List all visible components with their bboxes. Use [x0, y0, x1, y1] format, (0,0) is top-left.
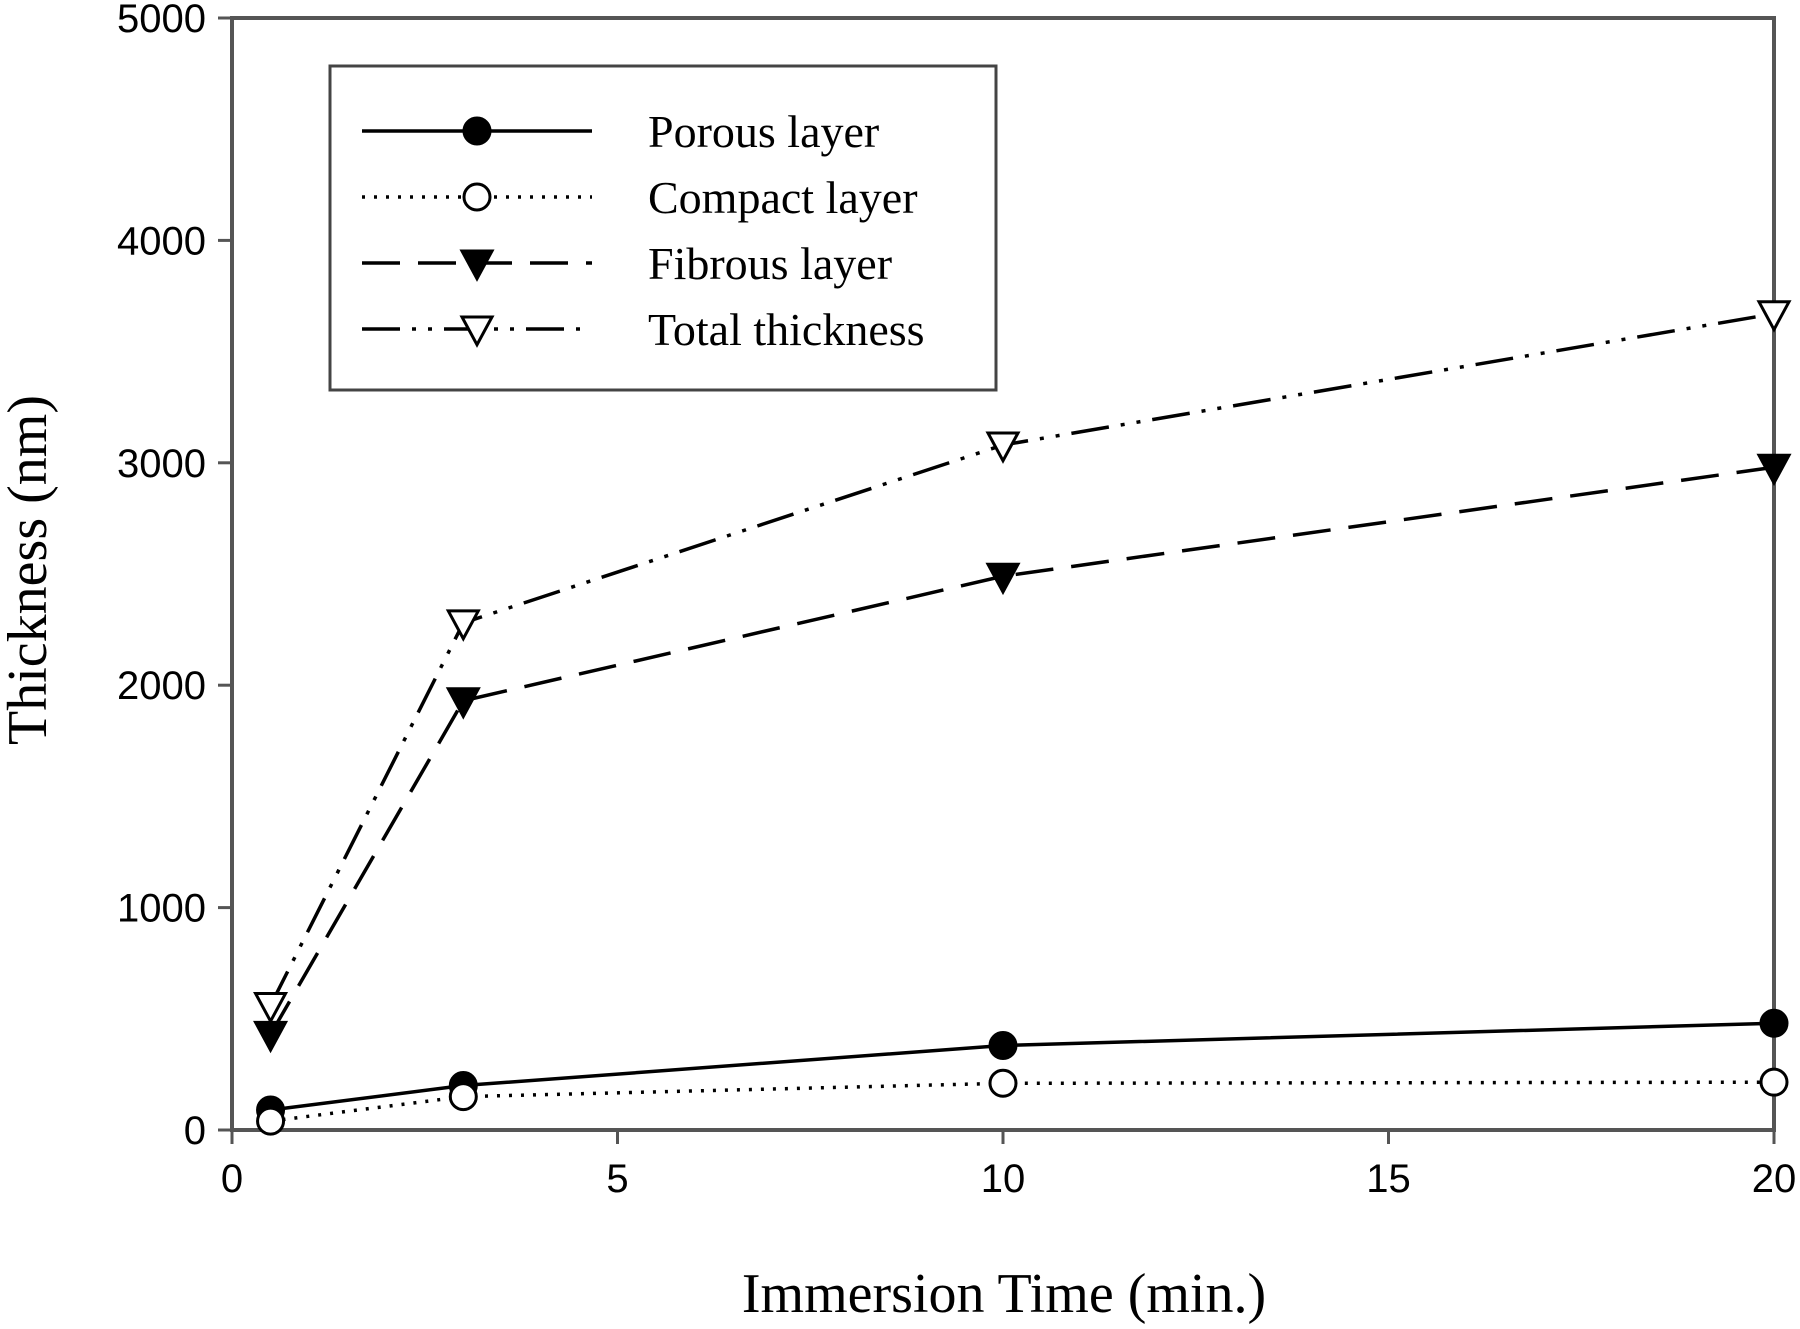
x-axis-title: Immersion Time (min.) — [742, 1263, 1266, 1324]
legend-item: Fibrous layer — [362, 238, 892, 289]
data-point — [445, 609, 481, 642]
x-tick-label: 15 — [1366, 1157, 1411, 1201]
data-point — [448, 1082, 478, 1112]
series-line — [269, 465, 1775, 1036]
data-point — [1756, 453, 1792, 487]
data-point — [1756, 300, 1792, 333]
x-tick-label: 20 — [1752, 1157, 1797, 1201]
y-tick-label: 0 — [184, 1109, 206, 1153]
data-point — [988, 1030, 1018, 1060]
legend-label: Compact layer — [648, 172, 918, 223]
data-point — [985, 431, 1021, 464]
data-point — [253, 991, 289, 1025]
y-tick-label: 2000 — [117, 664, 206, 708]
y-tick-label: 4000 — [117, 219, 206, 263]
data-point — [988, 1068, 1018, 1098]
series-line — [270, 1021, 1775, 1112]
y-axis-title: Thickness (nm) — [0, 395, 59, 745]
legend-marker — [462, 116, 492, 146]
legend-item: Compact layer — [362, 172, 918, 223]
data-point — [1759, 1067, 1789, 1097]
series-compact-layer — [256, 1067, 1789, 1136]
series-line — [270, 1080, 1775, 1123]
legend-marker — [462, 182, 492, 212]
legend-marker — [459, 315, 495, 348]
series-porous-layer — [256, 1008, 1789, 1125]
series-total-thickness — [253, 300, 1792, 1025]
series-line — [268, 312, 1775, 1007]
data-point — [985, 562, 1021, 596]
data-point — [253, 1020, 289, 1054]
y-tick-label: 3000 — [117, 442, 206, 486]
x-tick-label: 0 — [221, 1157, 243, 1201]
data-point — [256, 1106, 286, 1136]
y-tick-label: 5000 — [117, 0, 206, 41]
y-tick-label: 1000 — [117, 887, 206, 931]
x-tick-label: 5 — [606, 1157, 628, 1201]
legend-label: Fibrous layer — [648, 238, 892, 289]
legend-item: Porous layer — [362, 106, 879, 157]
legend-item: Total thickness — [362, 304, 925, 355]
data-point — [1759, 1008, 1789, 1038]
series-fibrous-layer — [253, 453, 1792, 1054]
legend-box — [328, 64, 998, 392]
legend-marker — [459, 249, 495, 282]
legend-label: Total thickness — [648, 304, 925, 355]
x-tick-label: 10 — [981, 1157, 1026, 1201]
data-point — [445, 687, 481, 720]
legend-label: Porous layer — [648, 106, 879, 157]
